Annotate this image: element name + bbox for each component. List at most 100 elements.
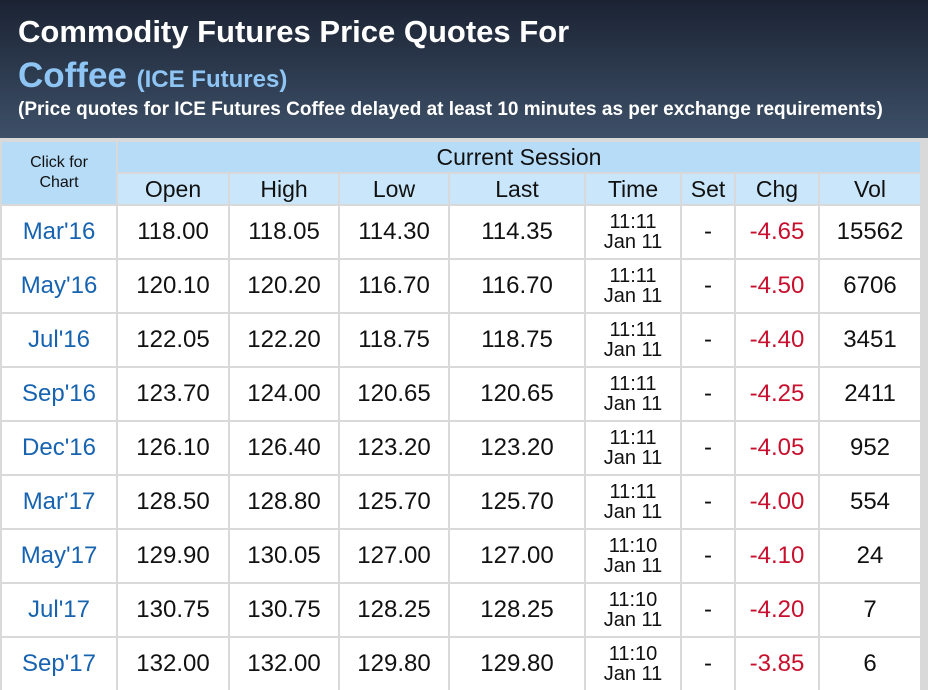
chg-cell: -4.65: [736, 206, 818, 258]
set-cell: -: [682, 530, 734, 582]
low-cell: 128.25: [340, 584, 448, 636]
column-header: High: [230, 174, 338, 204]
high-cell: 126.40: [230, 422, 338, 474]
open-cell: 132.00: [118, 638, 228, 690]
high-cell: 120.20: [230, 260, 338, 312]
high-cell: 118.05: [230, 206, 338, 258]
high-cell: 124.00: [230, 368, 338, 420]
last-cell: 125.70: [450, 476, 584, 528]
chg-cell: -4.50: [736, 260, 818, 312]
time-cell: 11:10 Jan 11: [586, 530, 680, 582]
time: 11:11: [609, 373, 657, 395]
contract-link[interactable]: May'17: [2, 530, 116, 582]
low-cell: 116.70: [340, 260, 448, 312]
high-cell: 122.20: [230, 314, 338, 366]
date: Jan 11: [603, 663, 663, 685]
time-cell: 11:11 Jan 11: [586, 314, 680, 366]
set-cell: -: [682, 476, 734, 528]
time: 11:11: [609, 265, 657, 287]
contract-link[interactable]: Mar'17: [2, 476, 116, 528]
contract-link[interactable]: Mar'16: [2, 206, 116, 258]
low-cell: 118.75: [340, 314, 448, 366]
open-cell: 129.90: [118, 530, 228, 582]
vol-cell: 2411: [820, 368, 920, 420]
header: Commodity Futures Price Quotes For Coffe…: [0, 0, 928, 138]
time-cell: 11:11 Jan 11: [586, 260, 680, 312]
note: (Price quotes for ICE Futures Coffee del…: [18, 99, 883, 120]
time: 11:11: [609, 211, 657, 233]
high-cell: 132.00: [230, 638, 338, 690]
commodity-line: Coffee (ICE Futures): [18, 56, 287, 96]
low-cell: 114.30: [340, 206, 448, 258]
contract-link[interactable]: Sep'17: [2, 638, 116, 690]
column-header: Vol: [820, 174, 920, 204]
session-header: Current Session: [118, 142, 920, 172]
last-cell: 116.70: [450, 260, 584, 312]
set-cell: -: [682, 584, 734, 636]
vol-cell: 952: [820, 422, 920, 474]
open-cell: 123.70: [118, 368, 228, 420]
time-cell: 11:10 Jan 11: [586, 584, 680, 636]
contract-link[interactable]: Jul'17: [2, 584, 116, 636]
low-cell: 127.00: [340, 530, 448, 582]
last-cell: 128.25: [450, 584, 584, 636]
vol-cell: 15562: [820, 206, 920, 258]
open-cell: 130.75: [118, 584, 228, 636]
column-header: Set: [682, 174, 734, 204]
time-cell: 11:10 Jan 11: [586, 638, 680, 690]
chg-cell: -4.10: [736, 530, 818, 582]
last-cell: 118.75: [450, 314, 584, 366]
chg-cell: -3.85: [736, 638, 818, 690]
last-cell: 120.65: [450, 368, 584, 420]
exchange: (ICE Futures): [136, 66, 288, 93]
set-cell: -: [682, 638, 734, 690]
column-header: Open: [118, 174, 228, 204]
open-cell: 120.10: [118, 260, 228, 312]
low-cell: 125.70: [340, 476, 448, 528]
date: Jan 11: [603, 609, 663, 631]
set-cell: -: [682, 422, 734, 474]
contract-link[interactable]: Jul'16: [2, 314, 116, 366]
chg-cell: -4.05: [736, 422, 818, 474]
chg-cell: -4.00: [736, 476, 818, 528]
set-cell: -: [682, 368, 734, 420]
last-cell: 129.80: [450, 638, 584, 690]
vol-cell: 6: [820, 638, 920, 690]
open-cell: 122.05: [118, 314, 228, 366]
low-cell: 129.80: [340, 638, 448, 690]
date: Jan 11: [603, 339, 663, 361]
time: 11:11: [609, 481, 657, 503]
date: Jan 11: [603, 555, 663, 577]
high-cell: 130.75: [230, 584, 338, 636]
contract-link[interactable]: Sep'16: [2, 368, 116, 420]
contract-link[interactable]: May'16: [2, 260, 116, 312]
column-header: Low: [340, 174, 448, 204]
last-cell: 123.20: [450, 422, 584, 474]
chg-cell: -4.40: [736, 314, 818, 366]
high-cell: 128.80: [230, 476, 338, 528]
high-cell: 130.05: [230, 530, 338, 582]
time-cell: 11:11 Jan 11: [586, 206, 680, 258]
low-cell: 123.20: [340, 422, 448, 474]
time: 11:10: [608, 643, 658, 665]
set-cell: -: [682, 260, 734, 312]
column-header: Chg: [736, 174, 818, 204]
vol-cell: 3451: [820, 314, 920, 366]
set-cell: -: [682, 206, 734, 258]
time: 11:11: [609, 427, 657, 449]
chg-cell: -4.25: [736, 368, 818, 420]
date: Jan 11: [603, 231, 663, 253]
time: 11:10: [608, 535, 658, 557]
title: Commodity Futures Price Quotes For: [18, 14, 570, 49]
column-header: Time: [586, 174, 680, 204]
last-cell: 127.00: [450, 530, 584, 582]
date: Jan 11: [603, 501, 663, 523]
commodity: Coffee: [18, 56, 127, 95]
column-header: Last: [450, 174, 584, 204]
vol-cell: 7: [820, 584, 920, 636]
contract-link[interactable]: Dec'16: [2, 422, 116, 474]
vol-cell: 554: [820, 476, 920, 528]
open-cell: 118.00: [118, 206, 228, 258]
low-cell: 120.65: [340, 368, 448, 420]
